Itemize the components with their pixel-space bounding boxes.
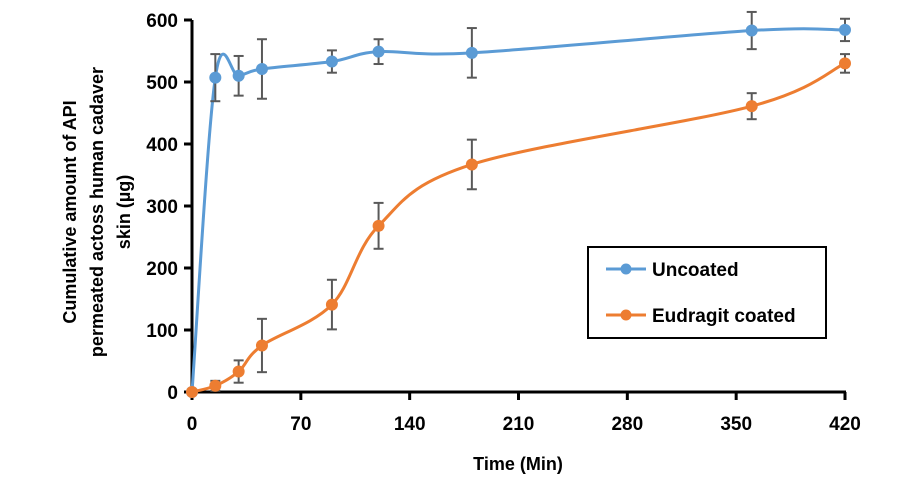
y-tick-label: 200 bbox=[146, 259, 178, 280]
data-point bbox=[255, 339, 268, 352]
data-point bbox=[465, 46, 478, 59]
y-tick-label: 400 bbox=[146, 135, 178, 156]
y-tick-label: 100 bbox=[146, 321, 178, 342]
data-point bbox=[232, 69, 245, 82]
x-tick-label: 210 bbox=[503, 414, 535, 435]
series-line bbox=[191, 62, 846, 394]
y-axis-title-line-2: permeated actoss human cadaver bbox=[87, 67, 107, 357]
data-point bbox=[209, 379, 222, 392]
y-axis-title-line-3: skin (µg) bbox=[114, 175, 134, 249]
data-point bbox=[372, 219, 385, 232]
x-tick-label: 420 bbox=[829, 414, 861, 435]
data-point bbox=[325, 55, 338, 68]
legend-eudragit-label: Eudragit coated bbox=[652, 306, 796, 327]
series-layer bbox=[186, 10, 851, 398]
data-point bbox=[745, 100, 758, 113]
y-axis-title: Cumulative amount of API permeated actos… bbox=[60, 67, 134, 357]
x-tick-label: 0 bbox=[187, 414, 198, 435]
data-point bbox=[839, 57, 851, 70]
series-uncoated bbox=[186, 10, 851, 398]
data-point bbox=[325, 298, 338, 311]
data-point bbox=[209, 71, 222, 84]
y-tick-label: 500 bbox=[146, 73, 178, 94]
legend-box bbox=[587, 246, 827, 339]
data-point bbox=[839, 23, 851, 36]
y-tick-label: 0 bbox=[167, 383, 178, 404]
series-eudragit-coated bbox=[186, 53, 851, 398]
data-point bbox=[465, 158, 478, 171]
data-point bbox=[372, 45, 385, 58]
y-tick-label: 300 bbox=[146, 197, 178, 218]
x-tick-label: 350 bbox=[720, 414, 752, 435]
data-point bbox=[186, 386, 198, 398]
ticks: 0 100 200 300 400 500 600 0 70 140 210 280 350 420 bbox=[146, 11, 861, 435]
x-axis-title: Time (Min) bbox=[473, 454, 563, 474]
legend: Uncoated Eudragit coated bbox=[587, 246, 827, 339]
y-tick-label: 600 bbox=[146, 11, 178, 32]
data-point bbox=[745, 24, 758, 37]
x-tick-label: 140 bbox=[394, 414, 426, 435]
x-tick-label: 280 bbox=[611, 414, 643, 435]
legend-uncoated-marker bbox=[620, 263, 632, 275]
legend-eudragit-marker bbox=[620, 309, 632, 321]
x-tick-label: 70 bbox=[290, 414, 311, 435]
data-point bbox=[232, 365, 245, 378]
y-axis-title-line-1: Cumulative amount of API bbox=[60, 100, 80, 323]
legend-uncoated-label: Uncoated bbox=[652, 260, 739, 281]
data-point bbox=[255, 62, 268, 75]
